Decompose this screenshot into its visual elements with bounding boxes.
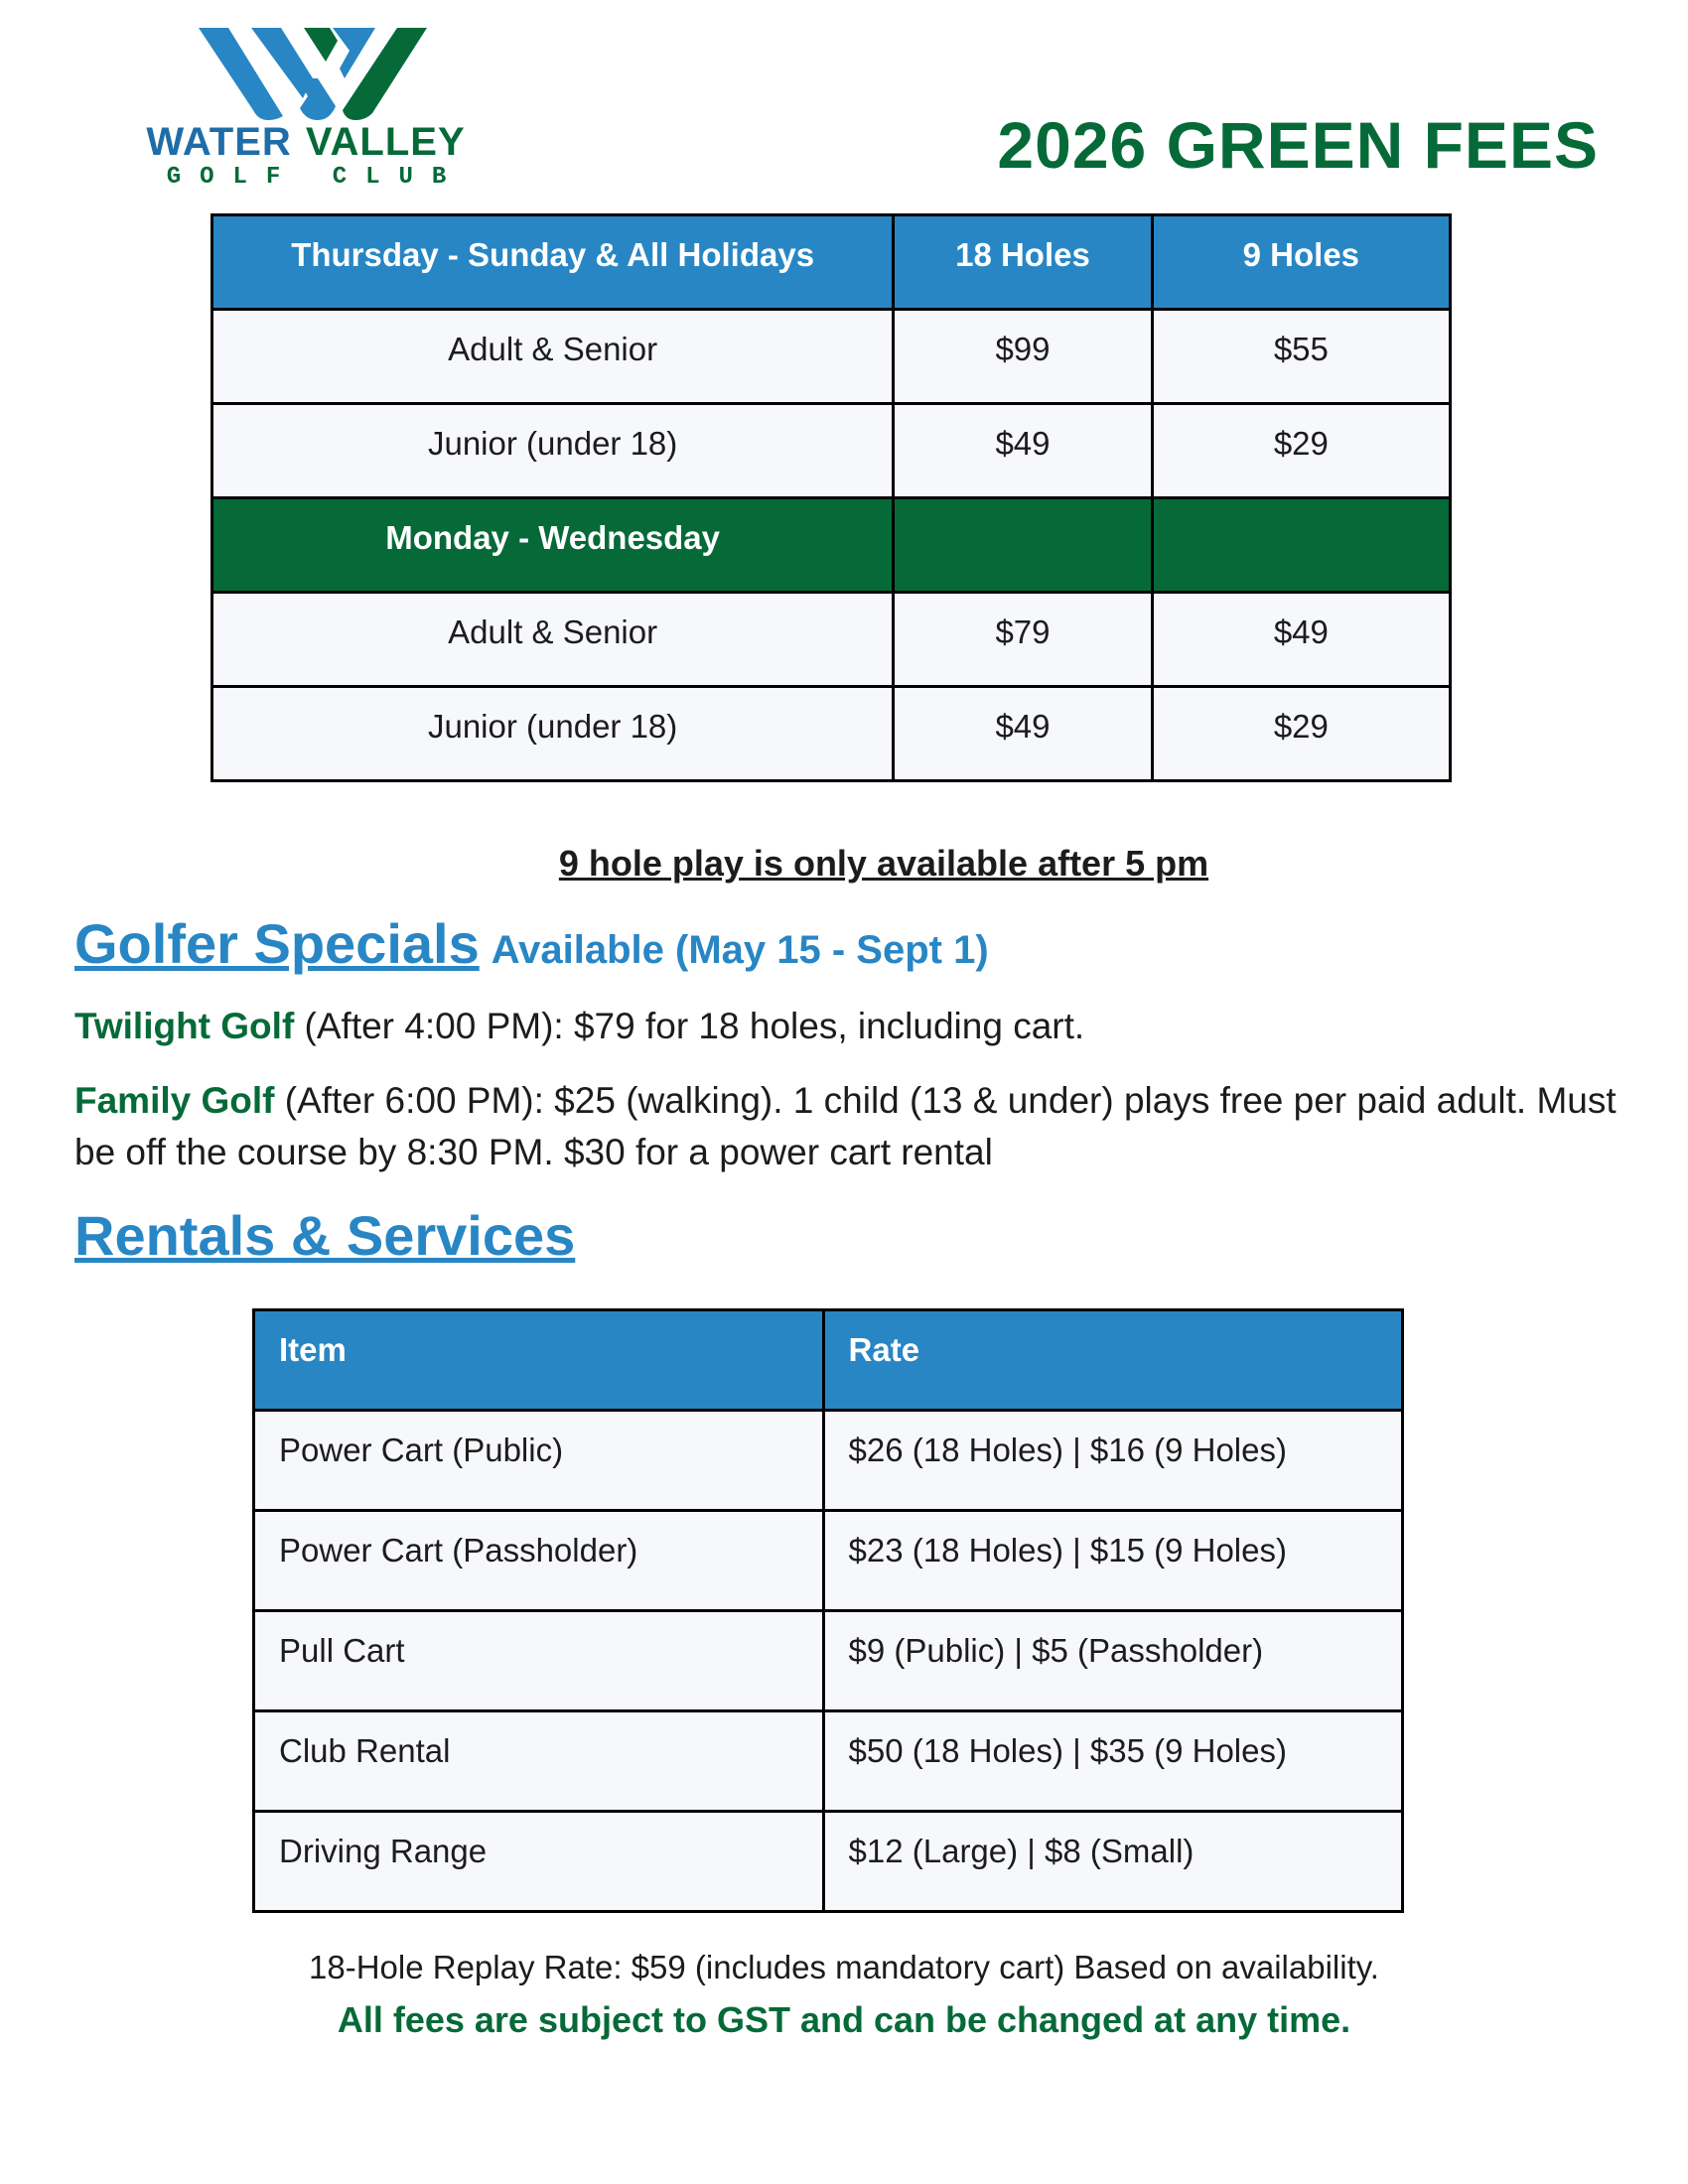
rentals-table: Item Rate Power Cart (Public) $26 (18 Hol… (252, 1308, 1405, 1913)
header-item: Item (252, 1308, 825, 1412)
logo-valley-text: VALLEY (305, 120, 466, 164)
table-row: Pull Cart $9 (Public) | $5 (Passholder) (252, 1609, 1405, 1712)
section-header-weekday: Monday - Wednesday (210, 496, 896, 594)
page-title: 2026 GREEN FEES (997, 108, 1599, 182)
table-row: Driving Range $12 (Large) | $8 (Small) (252, 1810, 1405, 1913)
rate-cell: $26 (18 Holes) | $16 (9 Holes) (821, 1409, 1405, 1512)
item-cell: Driving Range (252, 1810, 825, 1913)
rate-cell: $12 (Large) | $8 (Small) (821, 1810, 1405, 1913)
header-day-range: Thursday - Sunday & All Holidays (210, 213, 896, 311)
green-fees-table: Thursday - Sunday & All Holidays 18 Hole… (210, 213, 1453, 782)
table-row: Power Cart (Passholder) $23 (18 Holes) | … (252, 1509, 1405, 1612)
header-9-holes: 9 Holes (1150, 213, 1453, 311)
family-text: (After 6:00 PM): $25 (walking). 1 child … (74, 1080, 1617, 1172)
price-9-cell: $29 (1150, 402, 1453, 499)
wv-logo-mark-icon (199, 28, 427, 120)
header-rate: Rate (821, 1308, 1405, 1412)
logo-wordmark: WATER VALLEY (82, 121, 529, 163)
replay-rate-note: 18-Hole Replay Rate: $59 (includes manda… (309, 1949, 1379, 1985)
logo-water-text: WATER (146, 120, 292, 164)
price-18-cell: $49 (892, 402, 1154, 499)
twilight-label: Twilight Golf (74, 1006, 295, 1046)
price-18-cell: $79 (892, 591, 1154, 688)
category-cell: Adult & Senior (210, 591, 896, 688)
table-row: Power Cart (Public) $26 (18 Holes) | $16 … (252, 1409, 1405, 1512)
rate-cell: $50 (18 Holes) | $35 (9 Holes) (821, 1709, 1405, 1813)
table-row: Junior (under 18) $49 $29 (210, 685, 1453, 782)
nine-hole-note: 9 hole play is only available after 5 pm (558, 843, 1209, 884)
price-18-cell: $49 (892, 685, 1154, 782)
table-row: Junior (under 18) $49 $29 (210, 402, 1453, 499)
section-header-row: Monday - Wednesday (210, 496, 1453, 594)
item-cell: Power Cart (Public) (252, 1409, 825, 1512)
twilight-golf-item: Twilight Golf (After 4:00 PM): $79 for 1… (74, 1001, 1633, 1052)
price-9-cell: $49 (1150, 591, 1453, 688)
item-cell: Power Cart (Passholder) (252, 1509, 825, 1612)
rate-cell: $23 (18 Holes) | $15 (9 Holes) (821, 1509, 1405, 1612)
price-9-cell: $55 (1150, 308, 1453, 405)
rentals-heading: Rentals & Services (74, 1204, 576, 1267)
family-label: Family Golf (74, 1080, 275, 1121)
item-cell: Pull Cart (252, 1609, 825, 1712)
category-cell: Adult & Senior (210, 308, 896, 405)
table-row: Adult & Senior $79 $49 (210, 591, 1453, 688)
header-18-holes: 18 Holes (892, 213, 1154, 311)
table-header-row: Thursday - Sunday & All Holidays 18 Hole… (210, 213, 1453, 311)
table-row: Club Rental $50 (18 Holes) | $35 (9 Holes… (252, 1709, 1405, 1813)
category-cell: Junior (under 18) (210, 402, 896, 499)
price-18-cell: $99 (892, 308, 1154, 405)
specials-title: Golfer Specials (74, 912, 480, 975)
gst-disclaimer: All fees are subject to GST and can be c… (337, 1999, 1351, 2040)
table-row: Adult & Senior $99 $55 (210, 308, 1453, 405)
item-cell: Club Rental (252, 1709, 825, 1813)
empty-cell (1150, 496, 1453, 594)
rate-cell: $9 (Public) | $5 (Passholder) (821, 1609, 1405, 1712)
family-golf-item: Family Golf (After 6:00 PM): $25 (walkin… (74, 1075, 1633, 1178)
specials-availability: Available (May 15 - Sept 1) (491, 928, 989, 972)
category-cell: Junior (under 18) (210, 685, 896, 782)
price-9-cell: $29 (1150, 685, 1453, 782)
golfer-specials-heading: Golfer Specials Available (May 15 - Sept … (74, 911, 989, 983)
twilight-text: (After 4:00 PM): $79 for 18 holes, inclu… (294, 1006, 1085, 1046)
logo-golf-club-text: GOLF CLUB (166, 164, 466, 191)
table-header-row: Item Rate (252, 1308, 1405, 1412)
empty-cell (892, 496, 1154, 594)
